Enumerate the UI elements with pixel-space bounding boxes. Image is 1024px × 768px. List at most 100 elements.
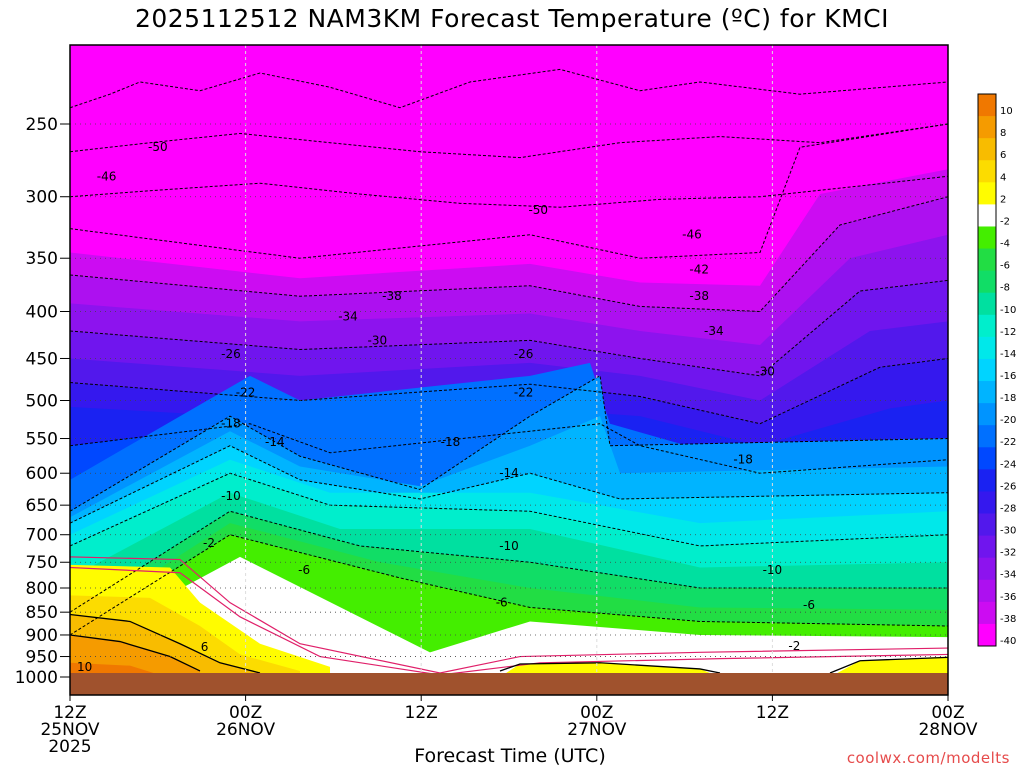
colorbar-label: -38 [1000,614,1016,625]
x-tick-label: 25NOV [40,720,99,740]
colorbar-label: -26 [1000,481,1016,492]
x-tick-label: 12Z [53,703,86,723]
colorbar-swatch [978,358,996,382]
y-tick-label: 700 [26,526,58,546]
colorbar-swatch [978,336,996,360]
contour-label: -46 [97,169,117,183]
contour-line [70,423,948,474]
contour-label: -10 [221,489,241,503]
colorbar-label: -24 [1000,459,1016,470]
contour-label: 6 [201,640,209,654]
contour-label: -38 [689,289,709,303]
contour-label: -6 [298,563,310,577]
contour-line [70,634,201,672]
contour-label: -50 [148,140,168,154]
credit-text: coolwx.com/modelts [846,749,1010,767]
colorbar-label: 2 [1000,194,1006,205]
freezing-isotherm [70,566,948,676]
y-tick-label: 500 [26,392,58,412]
x-tick-label: 2025 [48,737,91,757]
x-tick-label: 12Z [405,703,438,723]
contour-label: 10 [77,660,92,674]
y-tick-label: 950 [26,648,58,668]
y-tick-label: 450 [26,349,58,369]
contour-line [70,445,948,524]
contour-line [70,68,948,109]
contour-label: -34 [338,309,358,323]
colorbar-swatch [978,469,996,492]
contour-line [70,196,948,312]
contour-label: -42 [689,262,709,276]
colorbar-label: -36 [1000,592,1016,603]
contour-label: -34 [704,324,724,338]
contour-label: -6 [496,596,508,610]
y-tick-label: 350 [26,249,58,269]
plot-area [70,45,948,695]
colorbar-label: -22 [1000,437,1016,448]
colorbar-swatch [978,513,996,537]
colorbar: 10 8 6 4 2 -2 -4 -6 -8 -10 -12 -14 -16 -18 -20 -22 -24 -2… [977,93,1016,647]
temperature-bands [70,124,948,695]
contour-line [70,510,948,613]
colorbar-swatch [978,182,996,205]
warm-region [830,656,948,677]
colorbar-swatch [978,314,996,338]
colorbar-swatch [978,491,996,515]
y-tick-label: 300 [26,188,58,208]
colorbar-label: -40 [1000,636,1016,647]
colorbar-swatch [978,226,996,250]
colorbar-label: -18 [1000,393,1016,404]
colorbar-label: 10 [1000,106,1013,117]
colorbar-swatch [978,447,996,470]
colorbar-label: 8 [1000,128,1006,139]
contour-label: -18 [441,435,461,449]
contour-label: -2 [788,639,800,653]
colorbar-frame [977,93,997,647]
colorbar-label: -34 [1000,570,1016,581]
contour-line [499,662,721,674]
contour-label: -10 [763,563,783,577]
contour-label: -14 [265,435,285,449]
colorbar-swatch [978,292,996,316]
contour-label: -26 [221,347,241,361]
colorbar-swatch [978,160,996,183]
colorbar-swatch [978,601,996,625]
y-tick-label: 800 [26,579,58,599]
contour-line [70,123,948,159]
colorbar-label: 6 [1000,150,1006,161]
colorbar-label: -30 [1000,526,1016,537]
contour-line [70,613,261,674]
colorbar-swatch [978,623,996,647]
contour-lines [70,68,948,676]
contour-line [70,175,948,208]
y-tick-label: 650 [26,496,58,516]
colorbar-label: -16 [1000,371,1016,382]
colorbar-label: -2 [1000,216,1010,227]
colorbar-label: -12 [1000,327,1016,338]
y-tick-label: 550 [26,430,58,450]
x-tick-label: 26NOV [216,720,275,740]
colorbar-swatch [978,381,996,404]
contour-label: -18 [221,417,241,431]
colorbar-label: -14 [1000,349,1016,360]
colorbar-swatch [978,138,996,161]
x-tick-label: 28NOV [918,720,977,740]
x-tick-label: 00Z [229,703,262,723]
colorbar-label: -20 [1000,415,1016,426]
grid-lines [70,45,948,695]
colorbar-label: 4 [1000,172,1006,183]
terrain-layer [70,673,948,695]
contour-label: -22 [514,385,534,399]
contour-line [70,472,948,547]
plot-frame [69,44,949,696]
y-tick-label: 850 [26,603,58,623]
colorbar-label: -32 [1000,548,1016,559]
x-tick-label: 12Z [756,703,789,723]
x-tick-label: 00Z [931,703,964,723]
colorbar-swatch [978,270,996,294]
colorbar-label: -10 [1000,305,1016,316]
contour-label: -50 [528,203,548,217]
contour-label: -38 [382,289,402,303]
contour-label: -10 [499,539,519,553]
